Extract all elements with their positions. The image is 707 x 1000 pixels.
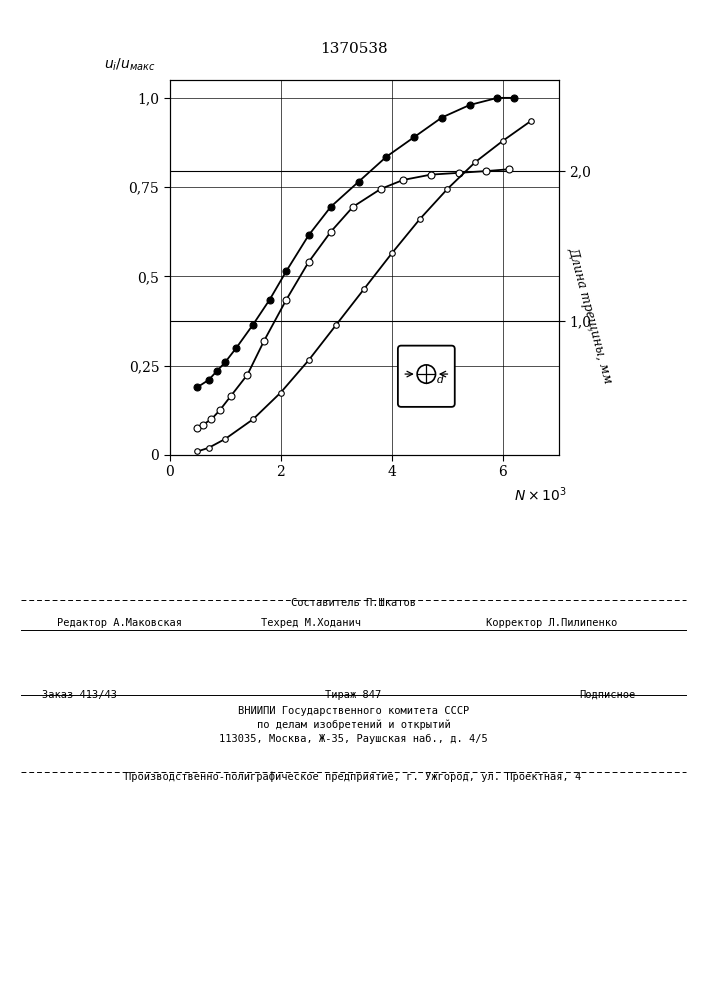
Text: Составитель П.Шкатов: Составитель П.Шкатов — [291, 598, 416, 608]
Text: по делам изобретений и открытий: по делам изобретений и открытий — [257, 720, 450, 730]
Text: Производственно-полиграфическое предприятие, г. Ужгород, ул. Проектная, 4: Производственно-полиграфическое предприя… — [125, 772, 582, 782]
Text: Корректор Л.Пилипенко: Корректор Л.Пилипенко — [486, 618, 617, 628]
FancyBboxPatch shape — [398, 346, 455, 407]
Text: 1370538: 1370538 — [320, 42, 387, 56]
Text: d: d — [437, 375, 444, 385]
Text: Заказ 413/43: Заказ 413/43 — [42, 690, 117, 700]
Text: Тираж 847: Тираж 847 — [325, 690, 382, 700]
Text: Техред М.Ходанич: Техред М.Ходанич — [261, 618, 361, 628]
Text: $u_i/u_{макс}$: $u_i/u_{макс}$ — [104, 56, 156, 73]
Text: 113035, Москва, Ж-35, Раушская наб., д. 4/5: 113035, Москва, Ж-35, Раушская наб., д. … — [219, 734, 488, 744]
Text: $N \times 10^3$: $N \times 10^3$ — [514, 485, 566, 504]
Text: Редактор А.Маковская: Редактор А.Маковская — [57, 618, 182, 628]
Circle shape — [417, 365, 436, 383]
Text: Длина трещины, мм: Длина трещины, мм — [566, 245, 615, 385]
Text: Подписное: Подписное — [580, 690, 636, 700]
Text: ВНИИПИ Государственного комитета СССР: ВНИИПИ Государственного комитета СССР — [238, 706, 469, 716]
